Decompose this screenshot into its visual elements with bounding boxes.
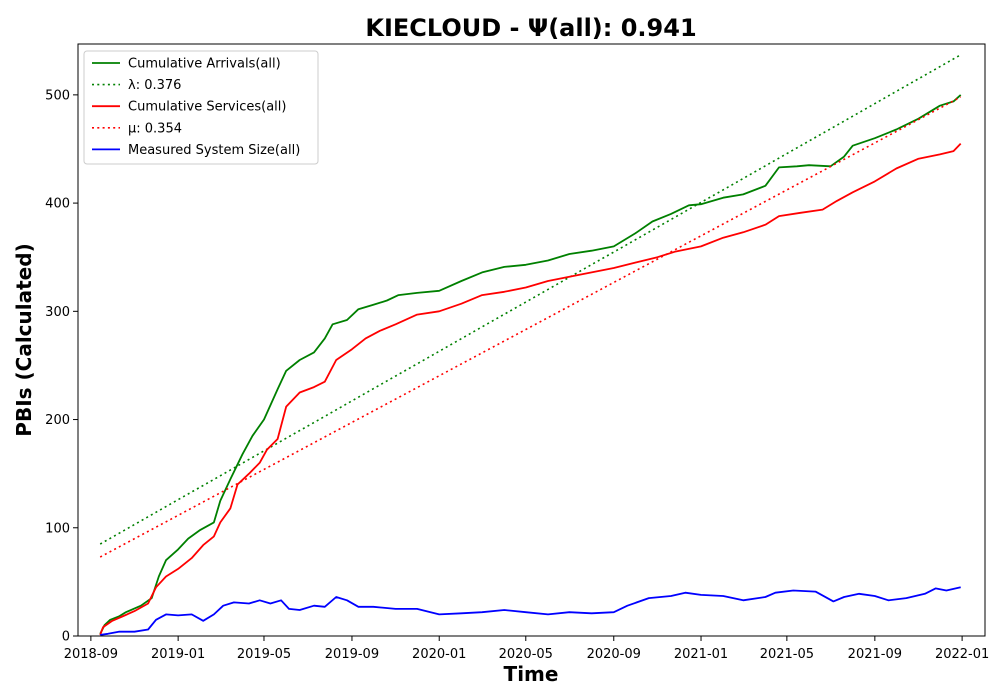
series-line-0-354 (99, 96, 962, 558)
x-tick-label: 2021-09 (848, 647, 902, 662)
legend-label: λ: 0.376 (128, 78, 181, 93)
y-tick-label: 0 (62, 630, 70, 645)
x-tick-label: 2018-09 (64, 647, 118, 662)
series-line-cumulative-arrivals-all (99, 94, 962, 635)
legend-box (83, 50, 319, 165)
x-tick-label: 2019-09 (325, 647, 379, 662)
series-line-measured-system-size-all (100, 586, 961, 636)
y-axis-label: PBIs (Calculated) (12, 243, 36, 436)
x-tick-label: 2020-01 (412, 647, 466, 662)
x-tick-label: 2021-01 (674, 647, 728, 662)
y-tick-label: 300 (45, 305, 70, 320)
legend-label: Measured System Size(all) (128, 143, 300, 158)
x-tick-label: 2020-09 (587, 647, 641, 662)
x-tick-label: 2021-05 (760, 647, 814, 662)
legend: Cumulative Arrivals(all) λ: 0.376 Cumulati… (83, 50, 319, 165)
chart-title: KIECLOUD - Ψ(all): 0.941 (365, 14, 696, 42)
legend-label: μ: 0.354 (128, 121, 182, 136)
y-axis: 0 100 200 300 400 500 (45, 88, 78, 645)
y-tick-label: 400 (45, 197, 70, 212)
y-tick-label: 500 (45, 88, 70, 103)
series-line-cumulative-services-all (99, 142, 962, 636)
y-tick-label: 100 (45, 521, 70, 536)
y-tick-label: 200 (45, 413, 70, 428)
x-tick-label: 2019-01 (151, 647, 205, 662)
x-axis-label: Time (504, 662, 559, 686)
x-tick-label: 2019-05 (237, 647, 291, 662)
legend-label: Cumulative Arrivals(all) (128, 57, 281, 72)
x-tick-label: 2020-05 (499, 647, 553, 662)
series-line-0-376 (99, 54, 962, 545)
legend-label: Cumulative Services(all) (128, 100, 286, 115)
x-axis: 2018-09 2019-01 2019-05 2019-09 2020-01 2020-… (64, 636, 989, 662)
x-tick-label: 2022-01 (935, 647, 989, 662)
series-group (99, 54, 962, 636)
plot-frame (77, 43, 986, 637)
